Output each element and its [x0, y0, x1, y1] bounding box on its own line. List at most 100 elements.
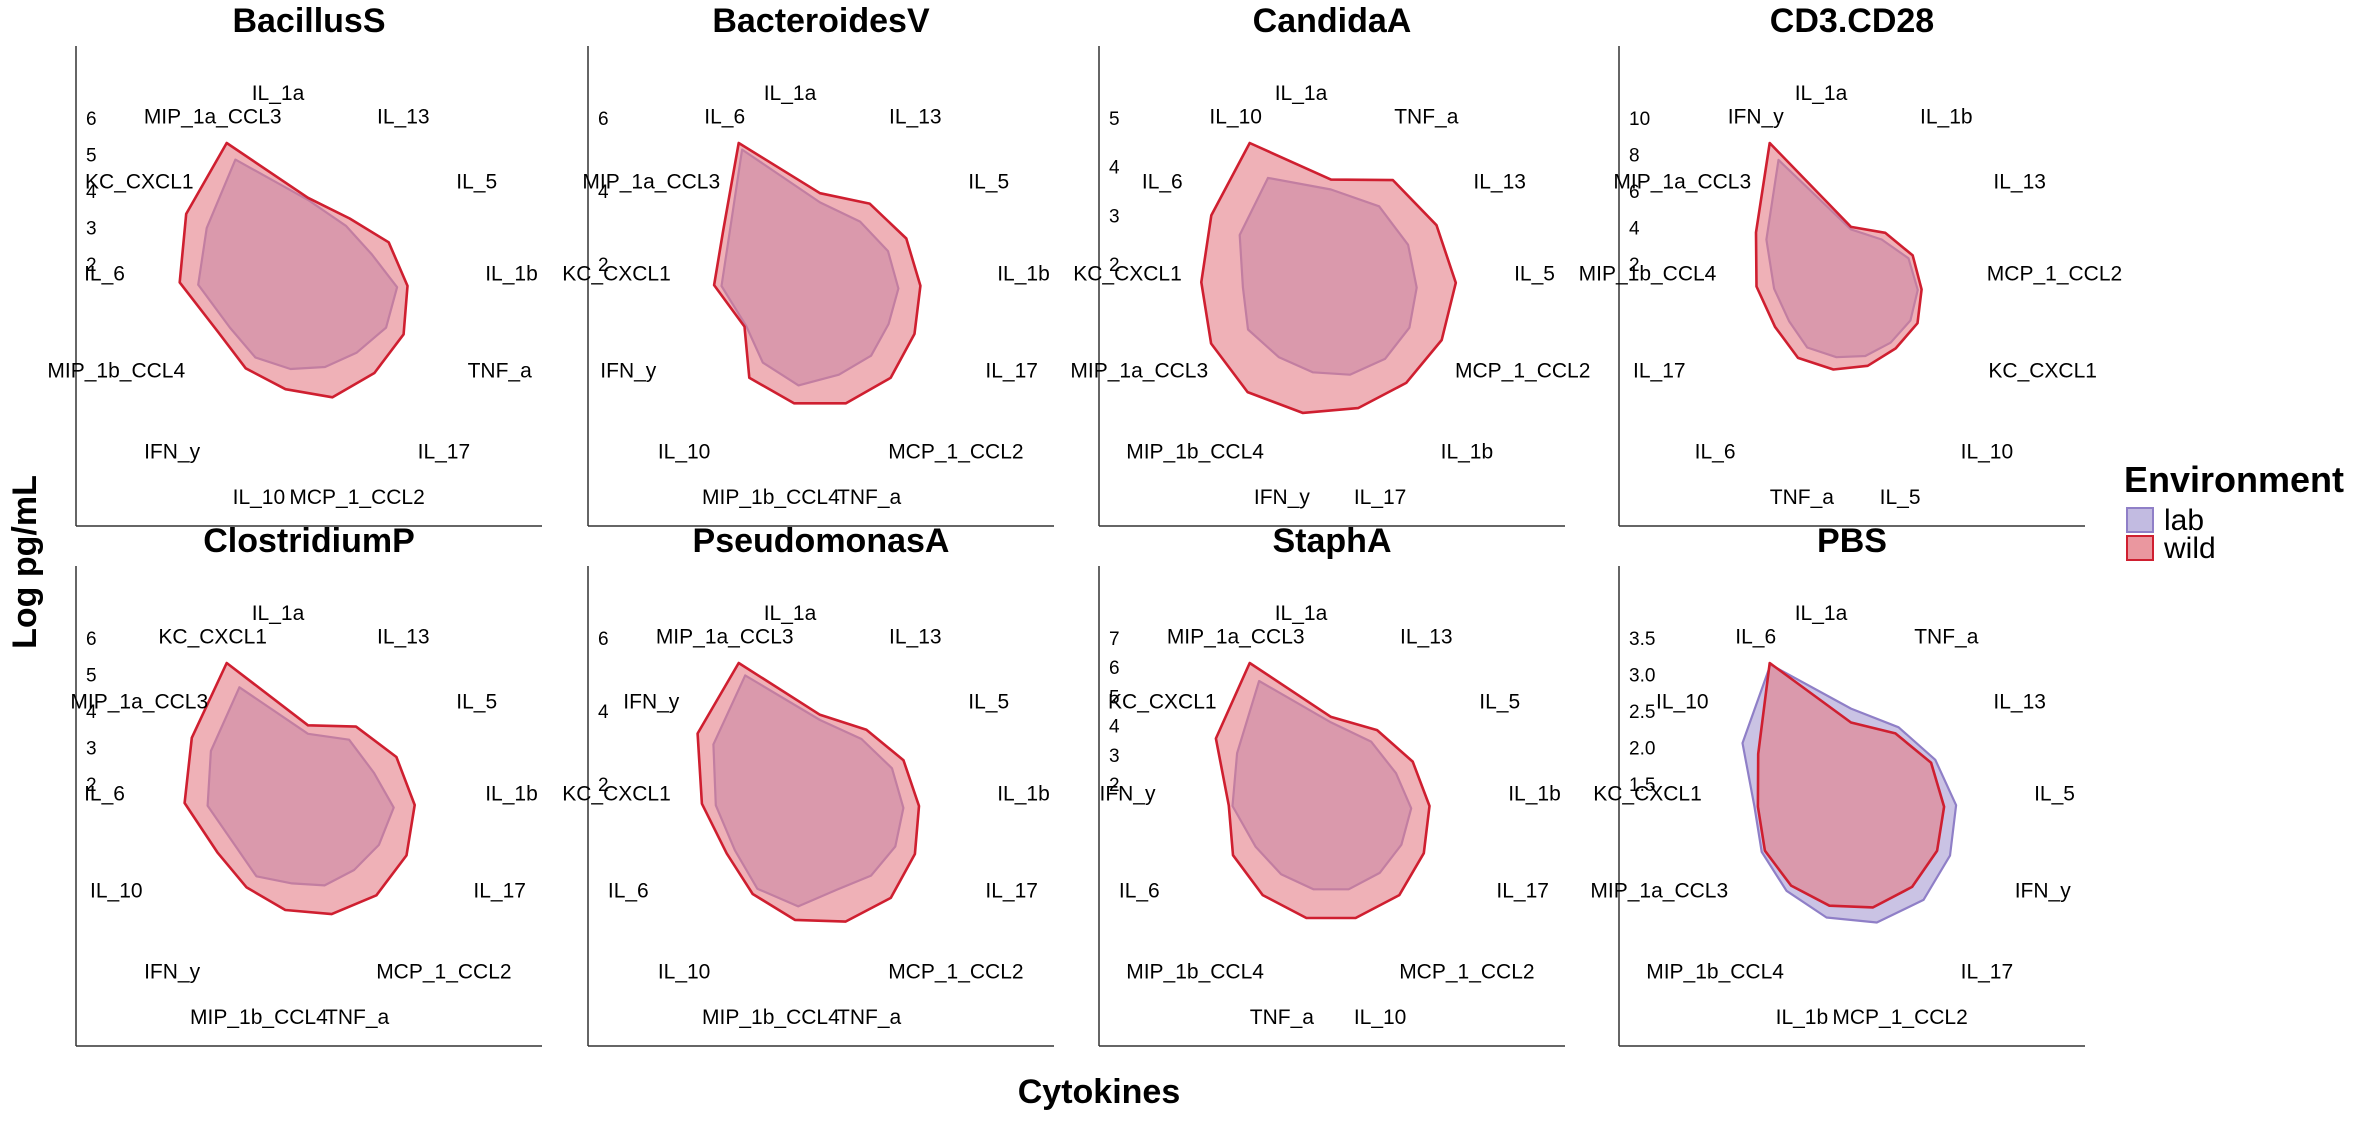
category-label-il-1b-pseudomonasa: IL_1b: [997, 782, 1050, 805]
category-label-il-5-bacilluss: IL_5: [456, 171, 497, 194]
y-axis-label: Log pg/mL: [6, 475, 44, 649]
panel-title-candidaa: CandidaA: [1253, 2, 1412, 40]
series-polygon-wild-candidaa: [1200, 141, 1458, 415]
category-label-il-6-pbs: IL_6: [1735, 626, 1776, 649]
y-tick-label-bacteroidesv: 4: [598, 182, 609, 203]
category-label-il-13-pseudomonasa: IL_13: [889, 626, 942, 649]
category-label-il-6-cd3-cd28: IL_6: [1695, 440, 1736, 463]
category-label-il-17-pseudomonasa: IL_17: [985, 880, 1038, 903]
category-label-tnf-a-bacteroidesv: TNF_a: [837, 486, 902, 509]
category-label-kc-cxcl1-candidaa: KC_CXCL1: [1073, 262, 1182, 285]
panel-title-cd3-cd28: CD3.CD28: [1770, 2, 1934, 40]
y-tick-label-bacilluss: 4: [86, 182, 97, 203]
category-label-mip-1a-ccl3-cd3-cd28: MIP_1a_CCL3: [1613, 171, 1751, 194]
category-label-il-1b-candidaa: IL_1b: [1441, 440, 1494, 463]
category-label-il-5-pseudomonasa: IL_5: [968, 691, 1009, 714]
series-polygon-wild-clostridiump: [183, 661, 417, 916]
y-tick-label-candidaa: 3: [1109, 206, 1120, 227]
category-label-kc-cxcl1-bacteroidesv: KC_CXCL1: [562, 262, 671, 285]
legend-swatch-wild: [2126, 535, 2154, 561]
category-label-kc-cxcl1-clostridiump: KC_CXCL1: [158, 626, 267, 649]
legend-title: Environment: [2124, 459, 2344, 500]
y-tick-label-cd3-cd28: 2: [1629, 255, 1640, 276]
legend-label-lab: lab: [2164, 504, 2204, 537]
category-label-il-17-cd3-cd28: IL_17: [1633, 360, 1686, 383]
category-label-mip-1a-ccl3-pbs: MIP_1a_CCL3: [1590, 880, 1728, 903]
category-label-ifn-y-stapha: IFN_y: [1099, 782, 1156, 805]
category-label-il-10-pseudomonasa: IL_10: [658, 960, 711, 983]
category-label-mcp-1-ccl2-cd3-cd28: MCP_1_CCL2: [1987, 262, 2122, 285]
category-label-mip-1b-ccl4-stapha: MIP_1b_CCL4: [1126, 960, 1264, 983]
series-polygon-wild-pbs: [1756, 661, 1946, 909]
category-label-il-5-bacteroidesv: IL_5: [968, 171, 1009, 194]
category-label-il-1b-stapha: IL_1b: [1508, 782, 1561, 805]
y-tick-label-cd3-cd28: 8: [1629, 146, 1640, 167]
y-tick-label-pbs: 1.5: [1629, 775, 1655, 796]
category-label-tnf-a-pseudomonasa: TNF_a: [837, 1006, 902, 1029]
y-tick-label-cd3-cd28: 6: [1629, 182, 1640, 203]
category-label-il-6-pseudomonasa: IL_6: [608, 880, 649, 903]
y-tick-label-bacilluss: 2: [86, 255, 97, 276]
category-label-il-6-candidaa: IL_6: [1142, 171, 1183, 194]
category-label-ifn-y-candidaa: IFN_y: [1254, 486, 1311, 509]
category-label-il-1b-cd3-cd28: IL_1b: [1920, 106, 1973, 129]
category-label-il-1a-pseudomonasa: IL_1a: [764, 602, 817, 625]
category-label-mcp-1-ccl2-pseudomonasa: MCP_1_CCL2: [888, 960, 1023, 983]
category-label-il-13-candidaa: IL_13: [1473, 171, 1526, 194]
category-label-mcp-1-ccl2-bacilluss: MCP_1_CCL2: [289, 486, 424, 509]
category-label-ifn-y-clostridiump: IFN_y: [144, 960, 201, 983]
y-tick-label-pbs: 2.5: [1629, 702, 1655, 723]
category-label-il-10-candidaa: IL_10: [1209, 106, 1262, 129]
category-label-il-6-clostridiump: IL_6: [84, 782, 125, 805]
panel-title-bacteroidesv: BacteroidesV: [712, 2, 930, 40]
category-label-mip-1a-ccl3-candidaa: MIP_1a_CCL3: [1070, 360, 1208, 383]
category-label-il-13-bacteroidesv: IL_13: [889, 106, 942, 129]
category-label-il-1a-bacilluss: IL_1a: [252, 82, 305, 105]
panel-title-pbs: PBS: [1817, 522, 1887, 560]
category-label-mcp-1-ccl2-clostridiump: MCP_1_CCL2: [376, 960, 511, 983]
category-label-mip-1b-ccl4-bacilluss: MIP_1b_CCL4: [47, 360, 185, 383]
series-polygon-wild-pseudomonasa: [696, 661, 921, 923]
y-tick-label-clostridiump: 4: [86, 702, 97, 723]
category-label-tnf-a-clostridiump: TNF_a: [325, 1006, 390, 1029]
category-label-ifn-y-bacilluss: IFN_y: [144, 440, 201, 463]
panel-title-pseudomonasa: PseudomonasA: [693, 522, 950, 560]
category-label-il-5-stapha: IL_5: [1479, 691, 1520, 714]
category-label-il-17-stapha: IL_17: [1496, 880, 1549, 903]
y-tick-label-clostridiump: 2: [86, 775, 97, 796]
category-label-il-17-candidaa: IL_17: [1354, 486, 1407, 509]
category-label-il-1a-bacteroidesv: IL_1a: [764, 82, 817, 105]
y-tick-label-stapha: 3: [1109, 746, 1120, 767]
category-label-mip-1b-ccl4-clostridiump: MIP_1b_CCL4: [190, 1006, 328, 1029]
category-label-mcp-1-ccl2-stapha: MCP_1_CCL2: [1399, 960, 1534, 983]
category-label-il-5-clostridiump: IL_5: [456, 691, 497, 714]
category-label-il-17-pbs: IL_17: [1961, 960, 2014, 983]
series-polygon-wild-bacilluss: [178, 141, 409, 399]
category-label-mip-1b-ccl4-bacteroidesv: MIP_1b_CCL4: [702, 486, 840, 509]
category-label-il-13-stapha: IL_13: [1400, 626, 1453, 649]
category-label-il-10-bacteroidesv: IL_10: [658, 440, 711, 463]
y-tick-label-candidaa: 4: [1109, 158, 1120, 179]
category-label-ifn-y-pbs: IFN_y: [2015, 880, 2072, 903]
y-tick-label-stapha: 4: [1109, 717, 1120, 738]
panel-title-clostridiump: ClostridiumP: [203, 522, 415, 560]
y-tick-label-cd3-cd28: 10: [1629, 109, 1650, 130]
category-label-mip-1a-ccl3-clostridiump: MIP_1a_CCL3: [70, 691, 208, 714]
category-label-mcp-1-ccl2-pbs: MCP_1_CCL2: [1832, 1006, 1967, 1029]
y-tick-label-bacilluss: 3: [86, 219, 97, 240]
category-label-il-10-stapha: IL_10: [1354, 1006, 1407, 1029]
category-label-il-1a-clostridiump: IL_1a: [252, 602, 305, 625]
category-label-tnf-a-cd3-cd28: TNF_a: [1770, 486, 1835, 509]
y-tick-label-pbs: 2.0: [1629, 739, 1655, 760]
category-label-il-6-stapha: IL_6: [1119, 880, 1160, 903]
category-label-il-13-clostridiump: IL_13: [377, 626, 430, 649]
y-tick-label-stapha: 6: [1109, 658, 1120, 679]
y-tick-label-pseudomonasa: 4: [598, 702, 609, 723]
category-label-mip-1b-ccl4-pseudomonasa: MIP_1b_CCL4: [702, 1006, 840, 1029]
category-label-il-17-bacilluss: IL_17: [418, 440, 471, 463]
y-tick-label-stapha: 5: [1109, 687, 1120, 708]
category-label-il-6-bacteroidesv: IL_6: [704, 106, 745, 129]
y-tick-label-clostridiump: 5: [86, 666, 97, 687]
y-tick-label-cd3-cd28: 4: [1629, 219, 1640, 240]
